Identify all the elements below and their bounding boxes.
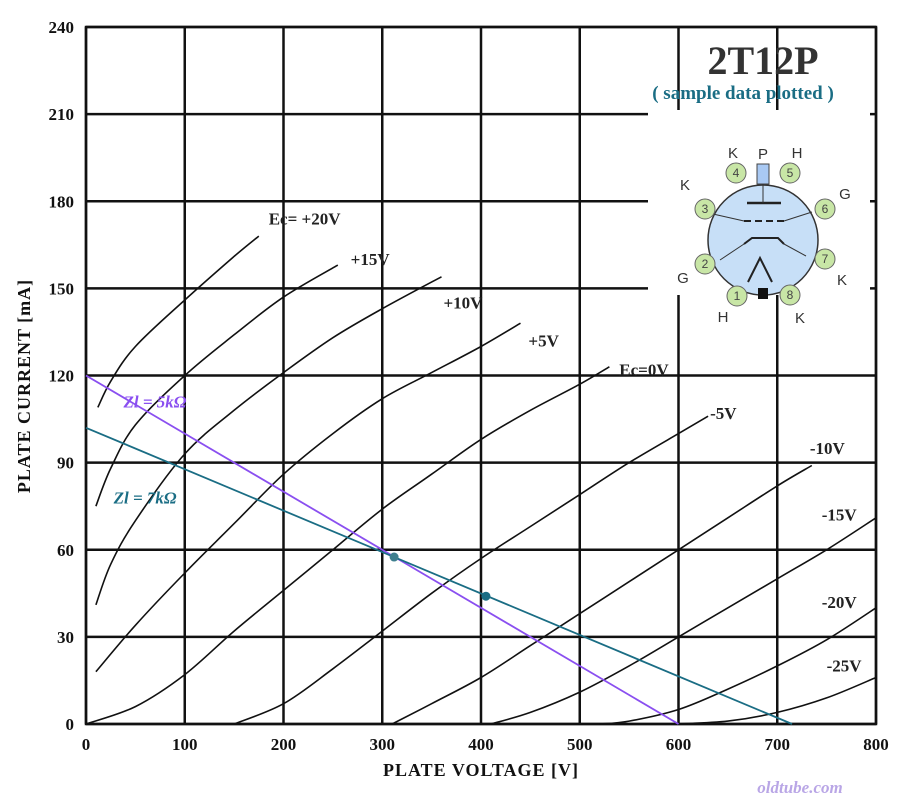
pin-circle: [694, 198, 716, 220]
y-tick-label: 90: [57, 454, 74, 473]
x-tick-label: 700: [765, 735, 791, 754]
x-tick-label: 400: [468, 735, 494, 754]
x-axis-title: PLATE VOLTAGE [V]: [383, 760, 579, 780]
operating-point: [389, 552, 399, 562]
chart-title: 2T12P: [707, 38, 818, 83]
pin-number: 6: [822, 202, 829, 216]
pin-name: H: [792, 145, 803, 162]
series-label: -10V: [810, 439, 846, 458]
series-curve: [85, 366, 610, 725]
watermark: oldtube.com: [757, 778, 842, 797]
pin-name: H: [718, 309, 729, 326]
key-marker: [758, 288, 768, 299]
x-tick-label: 0: [82, 735, 91, 754]
series-curve: [490, 517, 877, 725]
pin-name: G: [677, 270, 689, 287]
pin-number: 2: [702, 257, 709, 271]
cathode-electrode: [743, 237, 785, 245]
series-curve: [233, 415, 709, 725]
y-tick-label: 60: [57, 541, 74, 560]
pin-circle: [726, 285, 748, 307]
curve-labels: Ec= +20V +15V +10V +5V Ec=0V -5V -10V -15V -20V -…: [113, 209, 863, 675]
x-tick-label: 200: [271, 735, 297, 754]
heater-filament: [747, 255, 773, 283]
series-label: -15V: [822, 506, 858, 525]
series-label: -5V: [710, 404, 737, 423]
pin-number: 7: [822, 252, 829, 266]
plate-cap: [756, 163, 770, 185]
series-curve: [391, 464, 813, 725]
x-tick-label: 100: [172, 735, 198, 754]
tick-labels: 0 100 200 300 400 500 600 700 800030609012015018…: [49, 18, 889, 754]
x-tick-label: 800: [863, 735, 889, 754]
series-label: +15V: [351, 250, 391, 269]
operating-point: [481, 591, 491, 601]
pin-number: 8: [787, 288, 794, 302]
pin-circle: [694, 253, 716, 275]
pin-name: K: [795, 310, 805, 327]
pin-number: 4: [733, 166, 740, 180]
pin-number: 5: [787, 166, 794, 180]
y-tick-label: 30: [57, 628, 74, 647]
y-axis-title: PLATE CURRENT [mA]: [14, 279, 34, 493]
load-line: [85, 374, 679, 725]
y-tick-label: 0: [66, 715, 75, 734]
pin-number: 3: [702, 202, 709, 216]
characteristic-curves: [85, 235, 877, 725]
series-curve: [599, 607, 877, 725]
series-label: -20V: [822, 593, 858, 612]
load-lines: [85, 374, 793, 725]
series-label: +5V: [528, 331, 559, 350]
series-label: +10V: [443, 294, 483, 313]
y-tick-label: 240: [49, 18, 75, 37]
pin-circle: [725, 162, 747, 184]
series-label: Ec= +20V: [269, 209, 342, 228]
y-tick-label: 120: [49, 367, 75, 386]
pin-circle: [814, 198, 836, 220]
x-tick-label: 300: [370, 735, 396, 754]
y-tick-label: 210: [49, 105, 75, 124]
pin-name: K: [728, 145, 738, 162]
load-line-label: Zl = 5kΩ: [123, 392, 187, 411]
series-curve: [97, 235, 260, 408]
pin-circle: [779, 284, 801, 306]
pin-circle: [814, 248, 836, 270]
top-pin-label: P: [758, 146, 768, 163]
series-curve: [678, 676, 877, 725]
pin-name: G: [839, 186, 851, 203]
y-tick-label: 180: [49, 192, 75, 211]
series-label: -25V: [827, 657, 863, 676]
load-line-label: Zl = 7kΩ: [113, 488, 177, 507]
load-line: [85, 426, 793, 725]
chart-subtitle: ( sample data plotted ): [652, 83, 834, 104]
pin-name: K: [837, 272, 847, 289]
internal-wiring: [712, 184, 813, 261]
pin-name: K: [680, 177, 690, 194]
pin-circle: [779, 162, 801, 184]
series-label: Ec=0V: [619, 361, 669, 380]
series-curve: [95, 322, 521, 673]
x-tick-label: 500: [567, 735, 593, 754]
series-curve: [95, 276, 442, 606]
x-tick-label: 600: [666, 735, 692, 754]
pin-number: 1: [734, 289, 741, 303]
series-curve: [95, 264, 339, 507]
y-tick-label: 150: [49, 279, 75, 298]
